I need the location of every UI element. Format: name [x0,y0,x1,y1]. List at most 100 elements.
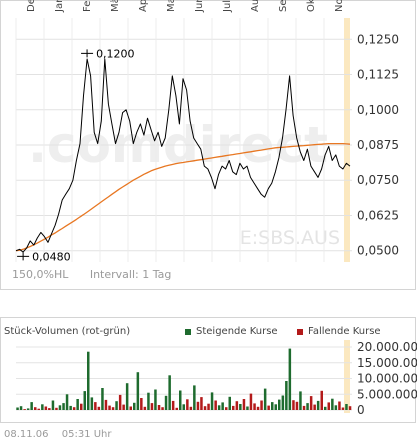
volume-bar [324,406,327,410]
month-tick-label: Mai [166,0,177,12]
volume-bar [154,389,157,410]
volume-bar [221,402,224,410]
volume-bar [147,392,150,410]
volume-bar [327,402,330,410]
volume-bar [161,407,164,410]
volume-bar [203,406,207,410]
volume-bar [104,399,108,410]
volume-bar [44,406,48,410]
month-tick-label: Dez [26,0,37,12]
volume-bar [348,406,352,410]
volume-bar [306,403,309,410]
volume-bar [108,405,111,410]
volume-bar [239,404,242,410]
current-period-highlight [344,18,350,262]
annotation-label: 0,1200 [96,47,135,60]
volume-bar [65,394,69,411]
legend-rising-label: Steigende Kurse [196,326,278,337]
legend-falling: Fallende Kurse [297,326,381,337]
symbol-watermark: E:SBS.AUS [240,227,340,249]
volume-bar [274,404,277,410]
volume-bar [225,407,228,410]
volume-bar [232,405,235,410]
volume-bar [196,401,200,410]
y-tick-label: 0,1250 [357,32,399,46]
volume-bar [125,383,129,410]
volume-bar [72,407,76,410]
month-tick-label: Sep [278,0,289,12]
month-tick-label: Feb [82,0,93,12]
volume-bar [331,398,334,410]
volume-bar [271,402,274,410]
volume-bar [341,407,345,410]
current-period-highlight [344,340,350,413]
volume-bar [150,403,154,410]
volume-bar [207,403,210,410]
volume-bar [260,400,263,410]
volume-bar [55,407,58,410]
footer-time: 05:31 Uhr [61,429,112,440]
volume-bar [295,401,299,410]
month-tick-label: Jun [194,0,205,13]
legend-falling-label: Fallende Kurse [308,326,381,337]
month-tick-label: Okt [306,0,317,12]
volume-bar [288,348,292,410]
chart-stats: 150,0%HL Intervall: 1 Tag [12,268,189,281]
volume-bar [292,400,295,410]
volume-tick-label: 5.000.000 [357,387,417,401]
volume-bar [34,407,37,410]
volume-bar [143,406,147,410]
hl-range-label: 150,0%HL [12,268,69,281]
volume-bar [90,397,94,410]
volume-bar [87,351,90,410]
volume-bar [316,400,320,410]
volume-bar [175,407,178,410]
volume-bar [136,372,140,410]
volume-bar [164,395,168,410]
volume-bar [179,390,182,410]
volume-bar [69,405,72,410]
footer-timestamp: 08.11.06 05:31 Uhr [4,429,121,440]
volume-bar [19,406,23,410]
volume-bar [256,406,260,410]
volume-bar [182,404,185,410]
volume-bar [249,393,253,410]
volume-bar [345,404,348,410]
volume-title: Stück-Volumen (rot-grün) [4,326,131,337]
volume-bar [214,400,217,410]
price-chart: .comdirectE:SBS.AUS0,12500,11250,10000,0… [15,0,399,263]
y-tick-label: 0,1125 [357,68,399,82]
volume-bar [200,397,203,410]
volume-bar [58,405,62,410]
volume-bar [51,400,55,410]
volume-tick-label: 15.000.000 [357,356,417,370]
volume-bar [320,390,323,410]
volume-bar [62,403,65,410]
volume-bar [253,403,256,410]
volume-bar [302,405,306,410]
volume-bar [101,388,104,410]
volume-bar [281,395,285,410]
volume-bar [299,391,302,410]
y-tick-label: 0,1000 [357,103,399,117]
volume-bar [186,399,189,410]
legend-rising-swatch [185,328,191,335]
month-tick-label: Apr [138,0,149,12]
volume-bar [97,406,101,410]
volume-chart: 20.000.000 15.000.000 10.000.0005.000.000 0 [16,340,417,417]
y-tick-label: 0,0875 [357,138,399,152]
volume-bar [168,375,171,410]
month-tick-label: Mär [110,0,121,12]
volume-bar [115,401,118,410]
volume-bar [228,396,231,410]
volume-bar [278,399,281,410]
volume-bar [16,407,19,410]
annotation-label: 0,0480 [32,250,71,263]
volume-bar [217,405,221,410]
volume-tick-label: 0 [357,403,365,417]
volume-bar [23,409,26,410]
volume-bar [111,407,115,410]
volume-tick-label: 20.000.000 [357,340,417,354]
footer-date: 08.11.06 [4,429,49,440]
volume-bar [193,385,196,410]
